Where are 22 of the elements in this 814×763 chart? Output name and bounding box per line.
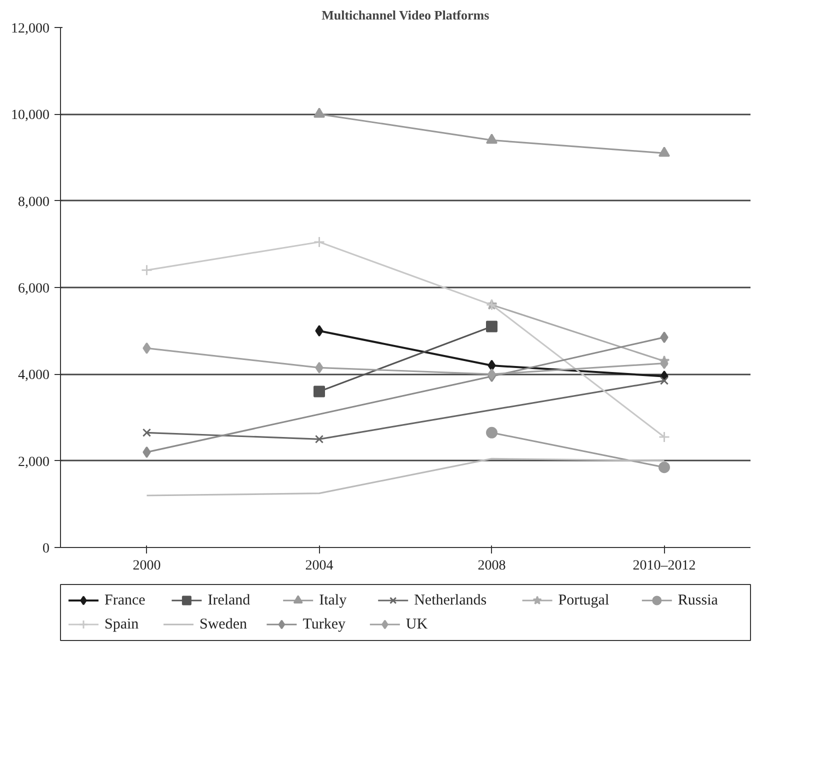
- legend-label: Ireland: [208, 592, 251, 608]
- legend-label: Sweden: [200, 616, 248, 632]
- x-tick-label: 2004: [305, 558, 334, 574]
- legend-label: Italy: [319, 592, 348, 608]
- x-tick-label: 2010–2012: [632, 558, 696, 574]
- chart-title: Multichannel Video Platforms: [322, 8, 490, 22]
- legend-label: Netherlands: [414, 592, 487, 608]
- y-tick-label: 2,000: [18, 454, 50, 470]
- y-tick-label: 4,000: [18, 368, 50, 384]
- y-tick-label: 10,000: [11, 108, 50, 124]
- x-tick-label: 2008: [478, 558, 506, 574]
- legend-label: Turkey: [302, 616, 346, 632]
- legend-label: UK: [406, 616, 428, 632]
- x-tick-label: 2000: [132, 558, 161, 574]
- y-tick-label: 8,000: [18, 194, 50, 210]
- legend-label: Russia: [678, 592, 718, 608]
- legend-label: Portugal: [558, 592, 610, 608]
- legend-label: France: [104, 592, 146, 608]
- y-tick-label: 12,000: [11, 22, 50, 36]
- y-tick-label: 6,000: [18, 282, 50, 296]
- y-tick-label: 0: [42, 542, 50, 556]
- legend-label: Spain: [104, 616, 140, 632]
